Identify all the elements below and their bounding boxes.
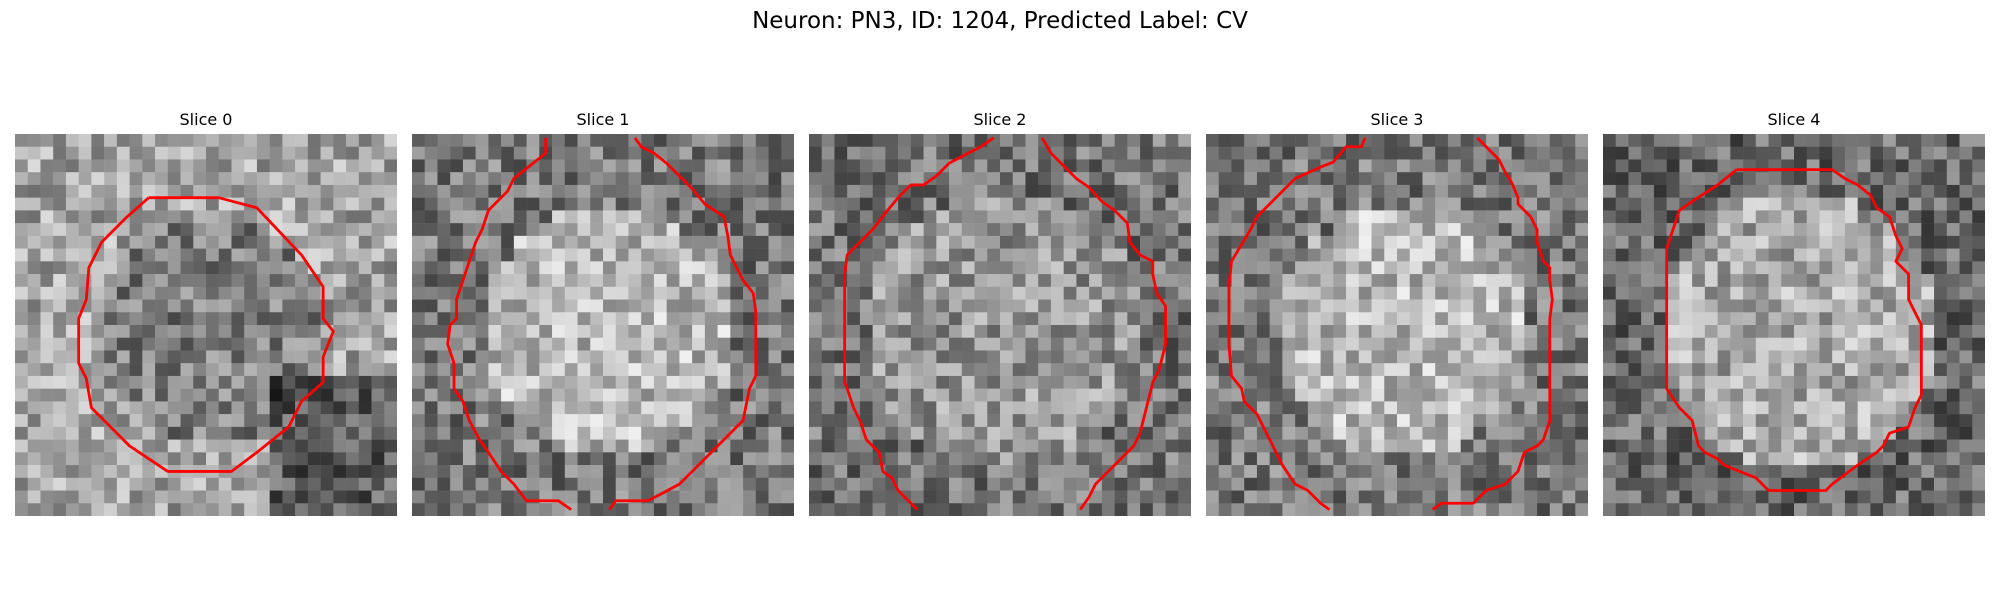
slice-title-1: Slice 1: [412, 110, 794, 129]
slice-0-svg: [15, 134, 397, 516]
slice-image-4: [1603, 134, 1985, 516]
slice-4-svg: [1603, 134, 1985, 516]
slice-panel-0: Slice 0: [15, 110, 397, 520]
slice-4-pixels: [1603, 134, 1985, 516]
slice-1-svg: [412, 134, 794, 516]
slice-3-svg: [1206, 134, 1588, 516]
slice-image-0: [15, 134, 397, 516]
slice-1-pixels: [412, 134, 794, 516]
figure-title: Neuron: PN3, ID: 1204, Predicted Label: …: [0, 8, 2000, 34]
slice-3-pixels: [1206, 134, 1588, 516]
slice-panel-2: Slice 2: [809, 110, 1191, 520]
slice-title-3: Slice 3: [1206, 110, 1588, 129]
slice-image-3: [1206, 134, 1588, 516]
slice-image-2: [809, 134, 1191, 516]
slice-panel-3: Slice 3: [1206, 110, 1588, 520]
slice-image-1: [412, 134, 794, 516]
slice-2-pixels: [809, 134, 1191, 516]
slice-title-0: Slice 0: [15, 110, 397, 129]
slice-title-4: Slice 4: [1603, 110, 1985, 129]
slice-0-pixels: [15, 134, 397, 516]
slice-panel-1: Slice 1: [412, 110, 794, 520]
slice-panel-4: Slice 4: [1603, 110, 1985, 520]
slice-title-2: Slice 2: [809, 110, 1191, 129]
slice-2-svg: [809, 134, 1191, 516]
